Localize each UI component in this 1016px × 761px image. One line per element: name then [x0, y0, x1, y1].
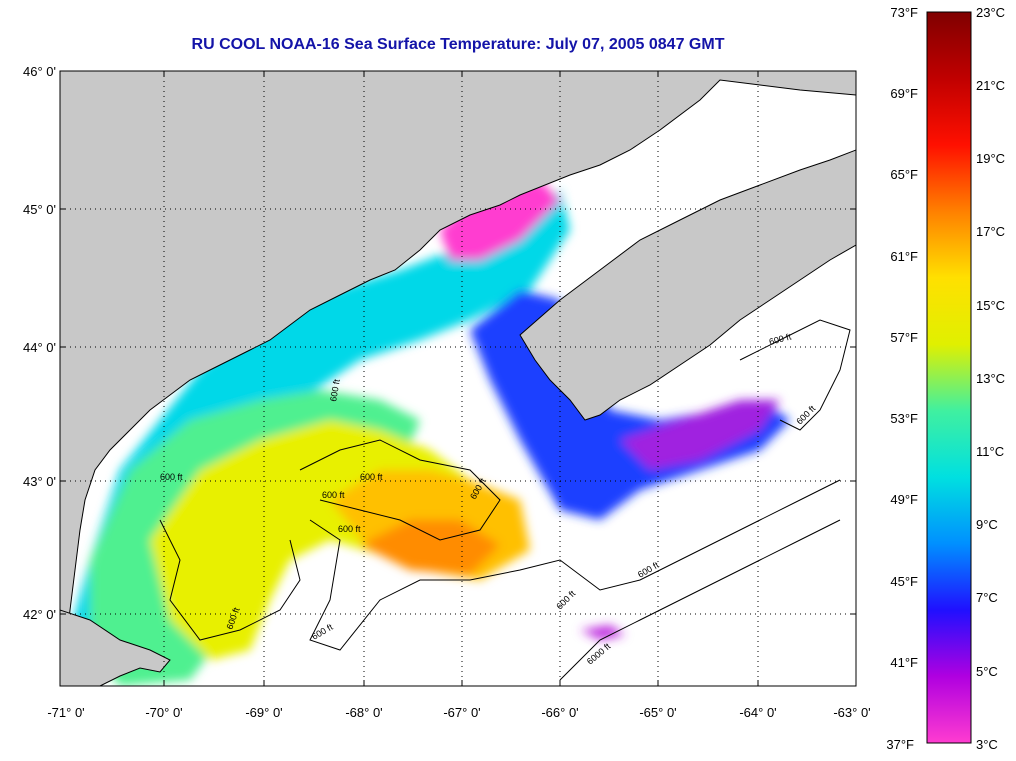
lon-label: -65° 0' [639, 705, 676, 720]
colorbar-fahrenheit-labels: 73°F 69°F 65°F 61°F 57°F 53°F 49°F 45°F … [886, 5, 918, 752]
longitude-labels: -71° 0' -70° 0' -69° 0' -68° 0' -67° 0' … [47, 705, 870, 720]
lat-label: 44° 0' [23, 340, 56, 355]
land-cape-cod [60, 609, 171, 686]
map-border [59, 70, 857, 687]
lon-label: -67° 0' [443, 705, 480, 720]
colorbar-c-label: 3°C [976, 737, 998, 752]
colorbar-f-label: 53°F [890, 411, 918, 426]
sst-region-violet-small [580, 625, 625, 640]
lat-label: 42° 0' [23, 607, 56, 622]
colorbar-f-label: 73°F [890, 5, 918, 20]
colorbar-c-label: 17°C [976, 224, 1005, 239]
depth-contours [159, 319, 851, 681]
colorbar-c-label: 5°C [976, 664, 998, 679]
lon-label: -68° 0' [345, 705, 382, 720]
colorbar-f-label: 57°F [890, 330, 918, 345]
colorbar-f-label: 45°F [890, 574, 918, 589]
colorbar-f-label: 49°F [890, 492, 918, 507]
colorbar-f-label: 61°F [890, 249, 918, 264]
colorbar-c-label: 7°C [976, 590, 998, 605]
colorbar-c-label: 19°C [976, 151, 1005, 166]
latitude-labels: 46° 0' 45° 0' 44° 0' 43° 0' 42° 0' [23, 64, 56, 622]
land-mainland [60, 71, 856, 686]
contour-600-east [739, 319, 851, 431]
lon-label: -70° 0' [145, 705, 182, 720]
colorbar-f-label: 69°F [890, 86, 918, 101]
land-nova-scotia [519, 149, 856, 421]
lon-label: -63° 0' [833, 705, 870, 720]
colorbar-celsius-labels: 23°C 21°C 19°C 17°C 15°C 13°C 11°C 9°C 7… [976, 5, 1005, 752]
colorbar-c-label: 9°C [976, 517, 998, 532]
map-title: RU COOL NOAA-16 Sea Surface Temperature:… [191, 36, 725, 53]
contour-label: 600 ft [360, 472, 383, 482]
colorbar-c-label: 21°C [976, 78, 1005, 93]
lat-label: 45° 0' [23, 202, 56, 217]
colorbar-f-label: 37°F [886, 737, 914, 752]
lat-label: 43° 0' [23, 474, 56, 489]
lon-label: -66° 0' [541, 705, 578, 720]
colorbar-c-label: 11°C [976, 444, 1004, 459]
contour-label: 600 ft [322, 490, 345, 500]
lat-label: 46° 0' [23, 64, 56, 79]
colorbar: 73°F 69°F 65°F 61°F 57°F 53°F 49°F 45°F … [886, 5, 1005, 752]
sst-region-violet [620, 400, 780, 470]
colorbar-c-label: 23°C [976, 5, 1005, 20]
contour-600-west [159, 519, 301, 641]
colorbar-c-label: 15°C [976, 298, 1005, 313]
contour-label: 600 ft [338, 524, 361, 534]
land [60, 71, 856, 686]
contour-600-central [299, 439, 501, 541]
contour-label-layer: 600 ft 600 ft 600 ft 600 ft 600 ft 600 f… [160, 331, 818, 666]
colorbar-f-label: 65°F [890, 167, 918, 182]
colorbar-f-label: 41°F [890, 655, 918, 670]
lon-label: -64° 0' [739, 705, 776, 720]
contour-label: 600 ft [160, 472, 183, 482]
contour-label: 600 ft [328, 378, 342, 402]
lon-label: -71° 0' [47, 705, 84, 720]
contour-6000 [559, 519, 841, 681]
lon-label: -69° 0' [245, 705, 282, 720]
axis-ticks [59, 70, 856, 686]
colorbar-scale [926, 11, 972, 744]
sst-region-coastal-cyan [62, 190, 570, 686]
contour-600-basin [309, 479, 841, 651]
colorbar-c-label: 13°C [976, 371, 1005, 386]
